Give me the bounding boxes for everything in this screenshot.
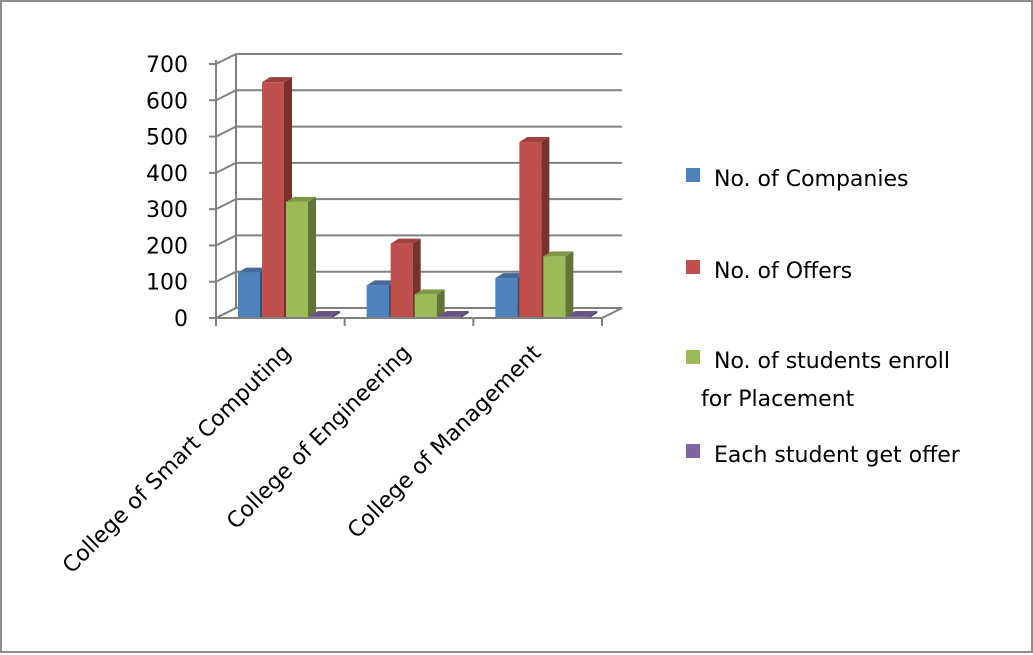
legend-swatch (686, 350, 700, 364)
legend-swatch (686, 444, 700, 458)
y-tick-label: 300 (146, 198, 188, 223)
y-tick-label: 600 (146, 89, 188, 114)
y-tick-label: 200 (146, 234, 188, 259)
gridline-side (215, 198, 237, 211)
bar (286, 196, 316, 318)
y-axis-ticks: 0 100 200 300 400 500 600 700 (146, 53, 216, 332)
x-axis (215, 60, 603, 326)
y-tick-label: 700 (146, 53, 188, 78)
legend-label: No. of students enroll (714, 349, 950, 374)
legend-swatch (686, 168, 700, 182)
gridlines (215, 53, 622, 283)
y-tick-label: 500 (146, 126, 188, 151)
bar (519, 137, 550, 318)
bar (414, 289, 445, 318)
gridline-side (215, 125, 237, 138)
legend-label: No. of Offers (714, 259, 852, 284)
bar (543, 251, 574, 318)
bars (238, 77, 598, 319)
y-tick-label: 100 (146, 271, 188, 296)
gridline-side (215, 234, 237, 247)
gridline-side (215, 53, 237, 65)
legend-label: Each student get offer (714, 443, 961, 468)
gridline-side (215, 89, 237, 102)
legend-label: No. of Companies (714, 167, 908, 192)
legend-label: for Placement (701, 387, 855, 412)
category-label: College of Smart Computing (58, 341, 296, 579)
y-tick-label: 400 (146, 162, 188, 187)
legend: No. of Companies No. of Offers No. of stud… (686, 167, 961, 468)
gridline-side (215, 270, 237, 283)
gridline-side (215, 161, 237, 174)
legend-swatch (686, 260, 700, 274)
y-tick-label: 0 (174, 307, 188, 332)
